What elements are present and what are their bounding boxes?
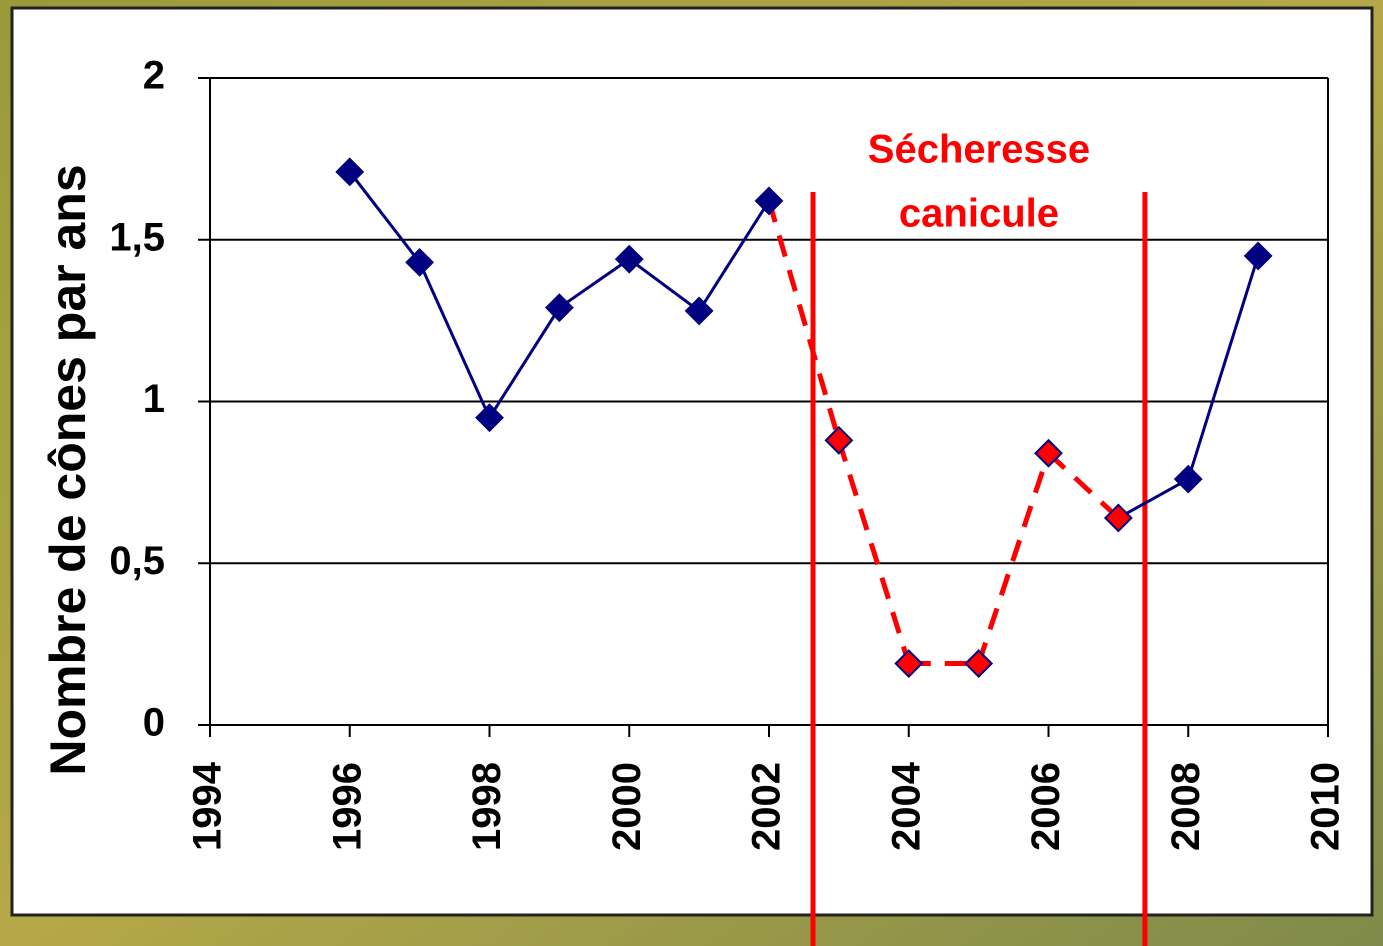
dashed-segment bbox=[1046, 451, 1121, 520]
point-marker bbox=[754, 186, 784, 216]
point-marker bbox=[544, 293, 574, 323]
line-segment bbox=[1186, 255, 1260, 480]
point-marker bbox=[1173, 464, 1203, 494]
y-tick-label: 0,5 bbox=[109, 539, 165, 583]
point-marker bbox=[405, 247, 435, 277]
y-tick-label: 1 bbox=[143, 377, 165, 421]
dashed-segment bbox=[836, 439, 912, 665]
x-tick-label: 2008 bbox=[1164, 762, 1208, 851]
annotation-text: Sécheresse bbox=[868, 128, 1090, 172]
dashed-segment bbox=[766, 200, 842, 442]
x-tick-label: 1994 bbox=[186, 761, 230, 851]
line-segment bbox=[488, 306, 561, 419]
x-tick-label: 1998 bbox=[465, 762, 509, 851]
point-marker bbox=[475, 403, 504, 433]
line-segment bbox=[348, 170, 421, 264]
point-marker bbox=[964, 649, 994, 678]
y-tick-label: 2 bbox=[143, 54, 165, 98]
x-tick-label: 2010 bbox=[1304, 762, 1348, 851]
point-marker bbox=[1103, 503, 1133, 533]
point-marker bbox=[684, 296, 714, 326]
annotation-text: canicule bbox=[899, 192, 1059, 236]
point-marker bbox=[335, 157, 365, 187]
y-axis-label: Nombre de cônes par ans bbox=[40, 164, 96, 775]
x-tick-label: 2000 bbox=[605, 762, 649, 851]
line-segment bbox=[697, 200, 771, 312]
point-marker bbox=[614, 244, 644, 274]
x-tick-label: 2002 bbox=[745, 762, 789, 851]
x-tick-label: 2004 bbox=[884, 761, 928, 851]
point-marker bbox=[1034, 438, 1063, 468]
line-segment bbox=[1117, 477, 1189, 520]
point-marker bbox=[1243, 241, 1273, 271]
x-tick-label: 1996 bbox=[325, 762, 369, 851]
y-tick-label: 1,5 bbox=[109, 215, 165, 259]
point-marker bbox=[824, 425, 854, 455]
dashed-segment bbox=[976, 452, 1051, 665]
line-segment bbox=[628, 257, 701, 313]
line-segment bbox=[558, 257, 631, 309]
y-tick-label: 0 bbox=[143, 701, 165, 745]
point-marker bbox=[894, 649, 924, 678]
line-segment bbox=[418, 261, 491, 419]
x-tick-label: 2006 bbox=[1024, 762, 1068, 851]
